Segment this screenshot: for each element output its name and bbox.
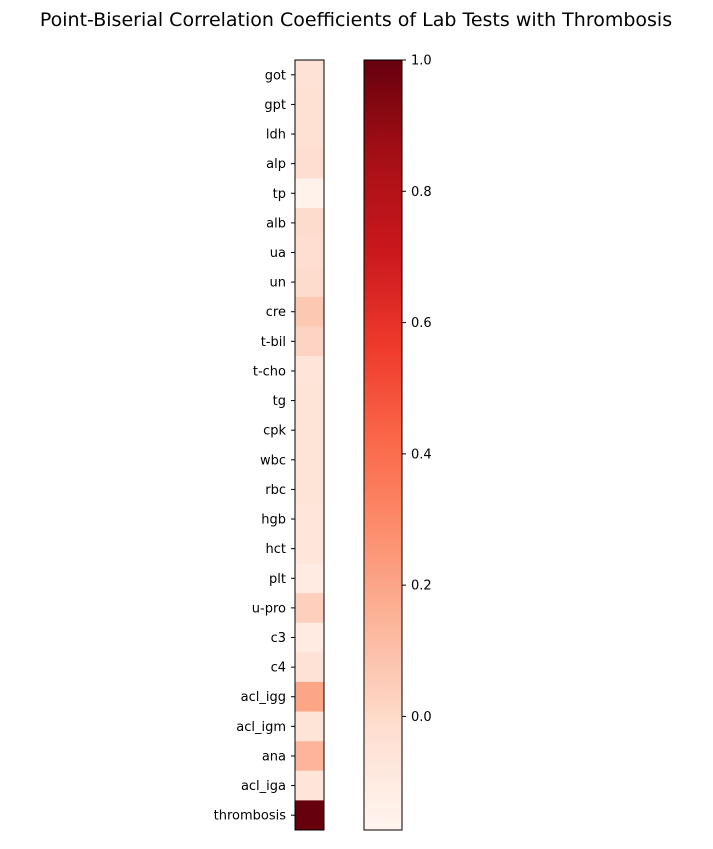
heatmap-cell-cpk xyxy=(295,415,324,446)
heatmap-frame xyxy=(294,59,325,831)
row-label-got: got xyxy=(265,68,286,83)
heatmap-cell-alp xyxy=(295,148,324,179)
colorbar-frame xyxy=(363,59,403,831)
row-label-cre: cre xyxy=(266,305,286,320)
row-label-ana: ana xyxy=(262,749,286,764)
heatmap-cell-ua xyxy=(295,237,324,268)
heatmap-cell-gpt xyxy=(295,89,324,120)
row-label-t-cho: t-cho xyxy=(253,364,286,379)
row-label-c4: c4 xyxy=(271,661,286,676)
heatmap-cell-wbc xyxy=(295,445,324,476)
heatmap-cell-acl_iga xyxy=(295,770,324,801)
row-label-ua: ua xyxy=(270,246,286,261)
row-label-hct: hct xyxy=(266,542,286,557)
row-label-hgb: hgb xyxy=(261,513,286,528)
colorbar: 0.0 0.2 0.4 0.6 0.8 1.0 xyxy=(363,54,432,831)
row-label-ldh: ldh xyxy=(266,128,286,143)
heatmap-cell-hct xyxy=(295,533,324,564)
colorbar-tick-label: 1.0 xyxy=(411,54,432,69)
heatmap-cell-rbc xyxy=(295,474,324,505)
row-label-un: un xyxy=(270,276,286,291)
colorbar-tick-label: 0.4 xyxy=(411,447,432,462)
row-label-u-pro: u-pro xyxy=(252,601,286,616)
row-label-wbc: wbc xyxy=(260,453,286,468)
colorbar-tick-label: 0.6 xyxy=(411,316,432,331)
row-label-thrombosis: thrombosis xyxy=(214,809,287,824)
heatmap-cells xyxy=(294,59,325,831)
heatmap-cell-ana xyxy=(295,741,324,772)
row-label-cpk: cpk xyxy=(263,424,286,439)
row-label-plt: plt xyxy=(269,572,286,587)
colorbar-fill xyxy=(364,60,402,830)
heatmap-cell-acl_igm xyxy=(295,711,324,742)
heatmap-cell-c4 xyxy=(295,652,324,683)
row-label-alp: alp xyxy=(266,157,286,172)
row-label-c3: c3 xyxy=(271,631,286,646)
heatmap-cell-t-cho xyxy=(295,356,324,387)
heatmap-cell-cre xyxy=(295,296,324,327)
heatmap-cell-tp xyxy=(295,178,324,209)
heatmap-cell-ldh xyxy=(295,119,324,150)
row-label-acl_igm: acl_igm xyxy=(236,720,286,735)
heatmap-cell-thrombosis xyxy=(295,800,324,831)
heatmap-cell-got xyxy=(295,60,324,91)
row-label-tg: tg xyxy=(273,394,286,409)
heatmap-cell-hgb xyxy=(295,504,324,535)
heatmap-cell-u-pro xyxy=(295,593,324,624)
heatmap-cell-plt xyxy=(295,563,324,594)
row-label-rbc: rbc xyxy=(265,483,286,498)
row-label-tp: tp xyxy=(273,187,286,202)
row-labels: got gpt ldh alp tp alb ua un cre t-bil t-cho tg cpk w… xyxy=(214,68,295,824)
colorbar-tick-label: 0.0 xyxy=(411,710,432,725)
row-label-acl_igg: acl_igg xyxy=(241,690,286,705)
row-label-gpt: gpt xyxy=(264,98,286,113)
colorbar-tick-label: 0.2 xyxy=(411,579,432,594)
heatmap-cell-t-bil xyxy=(295,326,324,357)
row-label-t-bil: t-bil xyxy=(261,335,286,350)
row-label-acl_iga: acl_iga xyxy=(241,779,286,794)
chart-title: Point-Biserial Correlation Coefficients … xyxy=(40,9,672,31)
heatmap-cell-acl_igg xyxy=(295,681,324,712)
colorbar-tick-label: 0.8 xyxy=(411,185,432,200)
heatmap-cell-un xyxy=(295,267,324,298)
heatmap-cell-c3 xyxy=(295,622,324,653)
row-label-alb: alb xyxy=(266,216,286,231)
heatmap-cell-alb xyxy=(295,208,324,239)
heatmap-cell-tg xyxy=(295,385,324,416)
